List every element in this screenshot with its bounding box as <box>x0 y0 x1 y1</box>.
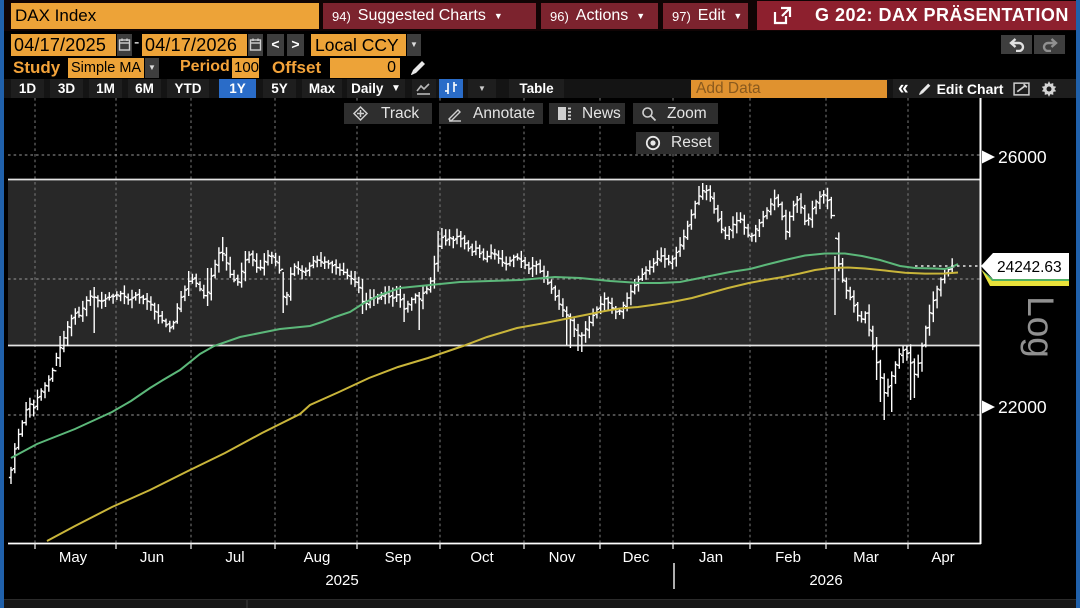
svg-text:Sep: Sep <box>385 549 412 566</box>
svg-text:Jan: Jan <box>699 549 723 566</box>
svg-text:2026: 2026 <box>809 572 842 589</box>
svg-text:Feb: Feb <box>775 549 801 566</box>
svg-text:Dec: Dec <box>623 549 650 566</box>
svg-text:24242.63: 24242.63 <box>997 259 1062 276</box>
svg-text:Aug: Aug <box>304 549 331 566</box>
svg-text:Jul: Jul <box>225 549 244 566</box>
svg-text:Jun: Jun <box>140 549 164 566</box>
svg-text:Log: Log <box>1020 296 1061 358</box>
svg-text:Mar: Mar <box>853 549 879 566</box>
svg-text:Nov: Nov <box>549 549 576 566</box>
svg-text:26000: 26000 <box>998 147 1047 167</box>
svg-text:2025: 2025 <box>325 572 358 589</box>
svg-text:22000: 22000 <box>998 397 1047 417</box>
svg-text:Oct: Oct <box>470 549 494 566</box>
svg-text:May: May <box>59 549 88 566</box>
svg-text:Apr: Apr <box>931 549 954 566</box>
